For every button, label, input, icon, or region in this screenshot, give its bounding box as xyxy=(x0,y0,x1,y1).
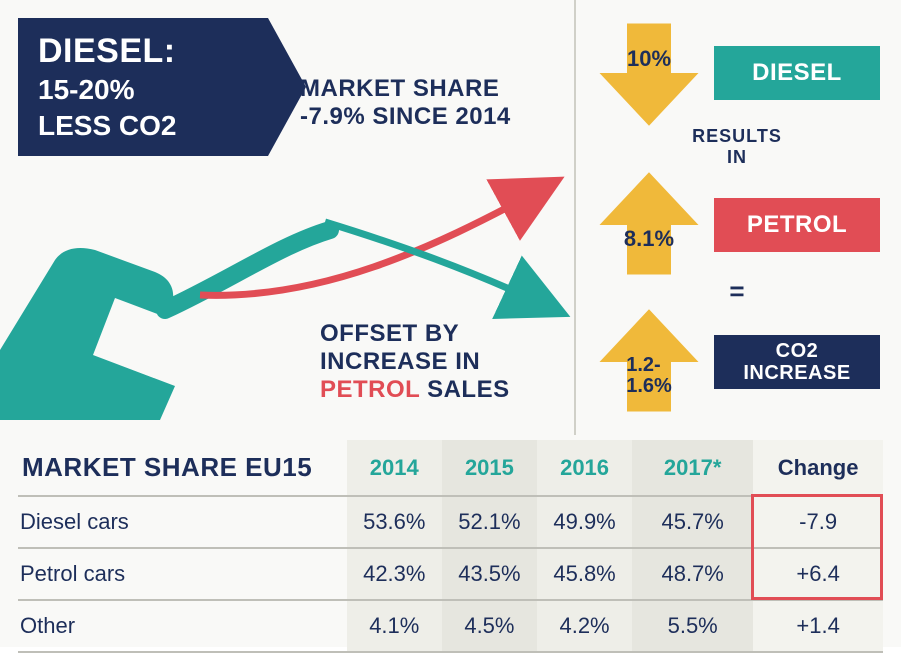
cell-value: 45.7% xyxy=(632,496,753,548)
cell-value: 4.2% xyxy=(537,600,632,652)
cell-value: 45.8% xyxy=(537,548,632,600)
table-row: Other4.1%4.5%4.2%5.5%+1.4 xyxy=(18,600,883,652)
cell-value: 48.7% xyxy=(632,548,753,600)
cell-value: 53.6% xyxy=(347,496,442,548)
diesel-pct: 10% xyxy=(594,18,704,128)
col-2016: 2016 xyxy=(537,440,632,496)
equals-sign: = xyxy=(594,276,880,307)
co2-label: CO2INCREASE xyxy=(714,335,880,389)
col-2017: 2017* xyxy=(632,440,753,496)
diesel-badge-line3: LESS CO2 xyxy=(38,109,248,143)
petrol-pct: 8.1% xyxy=(594,170,704,280)
table-header-row: MARKET SHARE EU15 2014 2015 2016 2017* C… xyxy=(18,440,883,496)
market-share-text: MARKET SHARE -7.9% SINCE 2014 xyxy=(300,75,560,131)
petrol-up-arrow-icon: 8.1% xyxy=(594,170,704,280)
cell-change: -7.9 xyxy=(753,496,883,548)
col-2015: 2015 xyxy=(442,440,537,496)
results-in-text: RESULTS IN xyxy=(594,126,880,168)
left-panel: DIESEL: 15-20% LESS CO2 MARKET SHARE -7.… xyxy=(0,0,576,435)
table-row: Petrol cars42.3%43.5%45.8%48.7%+6.4 xyxy=(18,548,883,600)
co2-label-l2: INCREASE xyxy=(743,362,850,384)
diesel-badge-title: DIESEL: xyxy=(38,32,248,71)
fuel-nozzle-icon xyxy=(0,230,330,420)
row-petrol: 8.1% PETROL xyxy=(594,170,880,280)
table-section: MARKET SHARE EU15 2014 2015 2016 2017* C… xyxy=(0,440,901,653)
row-label: Diesel cars xyxy=(18,496,347,548)
pump-and-arrows-svg xyxy=(0,150,576,440)
diesel-down-arrow-icon xyxy=(325,222,545,305)
co2-up-arrow-icon: 1.2- 1.6% xyxy=(594,307,704,417)
top-section: DIESEL: 15-20% LESS CO2 MARKET SHARE -7.… xyxy=(0,0,901,435)
row-diesel: 10% DIESEL xyxy=(594,18,880,128)
cell-value: 49.9% xyxy=(537,496,632,548)
right-panel: 10% DIESEL RESULTS IN 8.1% PETROL = 1.2-… xyxy=(576,0,898,435)
cell-change: +1.4 xyxy=(753,600,883,652)
cell-value: 5.5% xyxy=(632,600,753,652)
market-share-table: MARKET SHARE EU15 2014 2015 2016 2017* C… xyxy=(18,440,883,653)
row-co2: 1.2- 1.6% CO2INCREASE xyxy=(594,307,880,417)
cell-value: 43.5% xyxy=(442,548,537,600)
cell-value: 4.1% xyxy=(347,600,442,652)
col-change: Change xyxy=(753,440,883,496)
diesel-co2-badge: DIESEL: 15-20% LESS CO2 xyxy=(18,18,268,156)
diesel-badge-line2: 15-20% xyxy=(38,73,248,107)
cell-change: +6.4 xyxy=(753,548,883,600)
market-share-line1: MARKET SHARE xyxy=(300,75,560,103)
row-label: Petrol cars xyxy=(18,548,347,600)
diesel-down-arrow-icon: 10% xyxy=(594,18,704,128)
market-share-line2: -7.9% SINCE 2014 xyxy=(300,103,560,131)
co2-label-l1: CO2 xyxy=(776,340,819,362)
co2-pct: 1.2- 1.6% xyxy=(594,307,704,417)
cell-value: 4.5% xyxy=(442,600,537,652)
table-row: Diesel cars53.6%52.1%49.9%45.7%-7.9 xyxy=(18,496,883,548)
diesel-label: DIESEL xyxy=(714,46,880,100)
cell-value: 42.3% xyxy=(347,548,442,600)
row-label: Other xyxy=(18,600,347,652)
cell-value: 52.1% xyxy=(442,496,537,548)
table-title: MARKET SHARE EU15 xyxy=(18,440,347,496)
petrol-label: PETROL xyxy=(714,198,880,252)
col-2014: 2014 xyxy=(347,440,442,496)
